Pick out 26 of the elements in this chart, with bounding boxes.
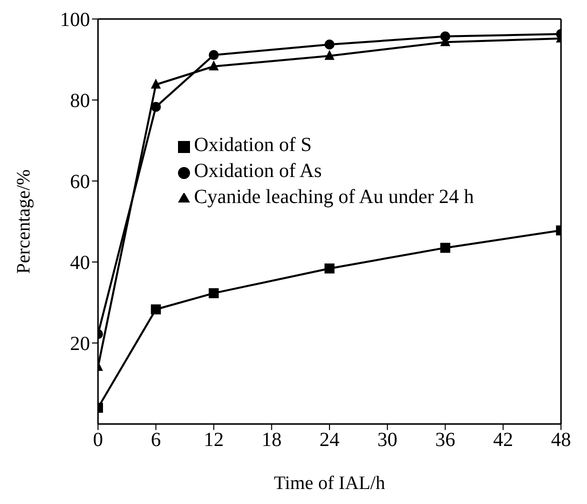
x-tick-label: 48	[551, 429, 571, 452]
x-tick-label: 6	[150, 429, 161, 452]
point	[324, 263, 334, 274]
x-tick-label: 42	[493, 429, 514, 452]
x-tick-label: 18	[262, 429, 282, 452]
y-tick-label: 20	[70, 333, 90, 356]
y-tick-label: 60	[70, 171, 90, 194]
point	[208, 288, 219, 298]
point	[208, 50, 219, 60]
y-tick-label: 100	[60, 9, 90, 32]
point	[324, 50, 334, 60]
point	[324, 40, 334, 50]
y-axis-title: Percentage/%	[14, 169, 35, 274]
legend-label: Oxidation of As	[194, 160, 322, 182]
x-tick-label: 12	[204, 429, 224, 452]
x-tick-label: 0	[93, 429, 103, 452]
x-tick-label: 30	[377, 429, 398, 452]
x-axis-title: Time of IAL/h	[274, 473, 386, 494]
legend-label: Oxidation of S	[194, 134, 312, 156]
legend-label: Cyanide leaching of Au under 24 h	[194, 186, 474, 208]
y-tick-label: 80	[70, 90, 90, 112]
point	[440, 242, 450, 253]
point	[208, 60, 219, 70]
x-tick-label: 36	[435, 429, 456, 452]
x-tick-label: 24	[320, 429, 340, 452]
y-tick-label: 40	[70, 252, 90, 274]
